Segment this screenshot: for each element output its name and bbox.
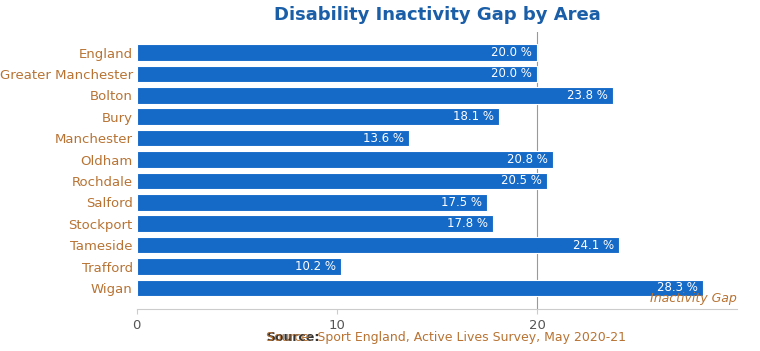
Bar (137, 87, 613, 104)
Bar (137, 66, 537, 82)
Text: 18.1 %: 18.1 % (453, 110, 494, 123)
Text: 23.8 %: 23.8 % (567, 89, 608, 102)
Bar (137, 44, 537, 61)
Text: 10.2 %: 10.2 % (295, 260, 336, 273)
Bar (137, 280, 703, 296)
Bar (137, 237, 619, 253)
Bar (137, 108, 499, 125)
Text: 17.8 %: 17.8 % (447, 217, 488, 230)
Text: 17.5 %: 17.5 % (441, 196, 482, 209)
Text: 20.8 %: 20.8 % (507, 153, 548, 166)
Text: 28.3 %: 28.3 % (657, 282, 698, 294)
Text: 13.6 %: 13.6 % (363, 132, 404, 145)
Bar (137, 130, 409, 146)
Bar (137, 216, 493, 232)
Text: 20.0 %: 20.0 % (491, 46, 532, 59)
Text: Source: Sport England, Active Lives Survey, May 2020-21: Source: Sport England, Active Lives Surv… (266, 331, 626, 344)
Text: Inactivity Gap: Inactivity Gap (651, 292, 737, 305)
Text: 20.5 %: 20.5 % (501, 174, 542, 187)
Bar (137, 258, 341, 275)
Text: Source:: Source: (266, 331, 319, 344)
Bar (137, 151, 553, 168)
Bar (137, 173, 547, 189)
Text: 24.1 %: 24.1 % (573, 239, 614, 252)
Bar (137, 194, 487, 211)
Text: 20.0 %: 20.0 % (491, 67, 532, 80)
Title: Disability Inactivity Gap by Area: Disability Inactivity Gap by Area (274, 6, 600, 25)
